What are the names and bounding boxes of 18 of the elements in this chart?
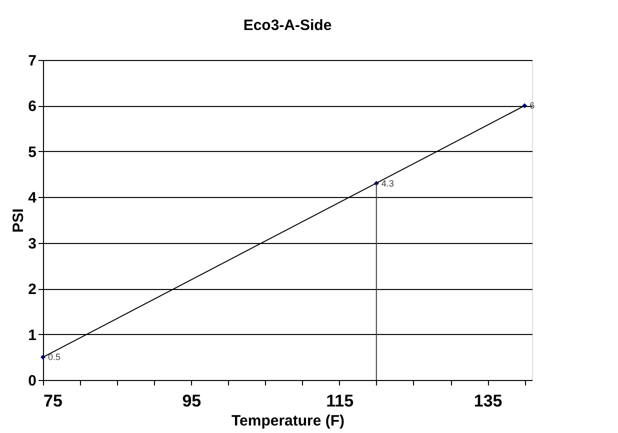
x-tick-label: 75 [44,392,62,410]
y-tick-label: 0 [28,372,36,390]
y-tick-label: 6 [28,98,36,116]
y-tick-label: 2 [28,281,36,298]
data-label: 0.5 [48,352,61,362]
x-axis-title: Temperature (F) [231,412,345,430]
x-tick-label: 95 [182,392,202,410]
x-tick-label: 135 [474,392,502,410]
data-label: 6 [530,100,535,111]
y-tick-label: 5 [28,144,36,161]
x-tick-label: 115 [326,392,354,410]
chart-title: Eco3-A-Side [243,17,332,34]
data-label: 4.3 [381,178,394,188]
y-tick-label: 3 [28,235,36,252]
y-axis-title: PSI [10,208,28,233]
y-tick-label: 1 [28,326,36,344]
y-tick-label: 4 [28,190,38,207]
y-tick-label: 7 [28,52,36,70]
